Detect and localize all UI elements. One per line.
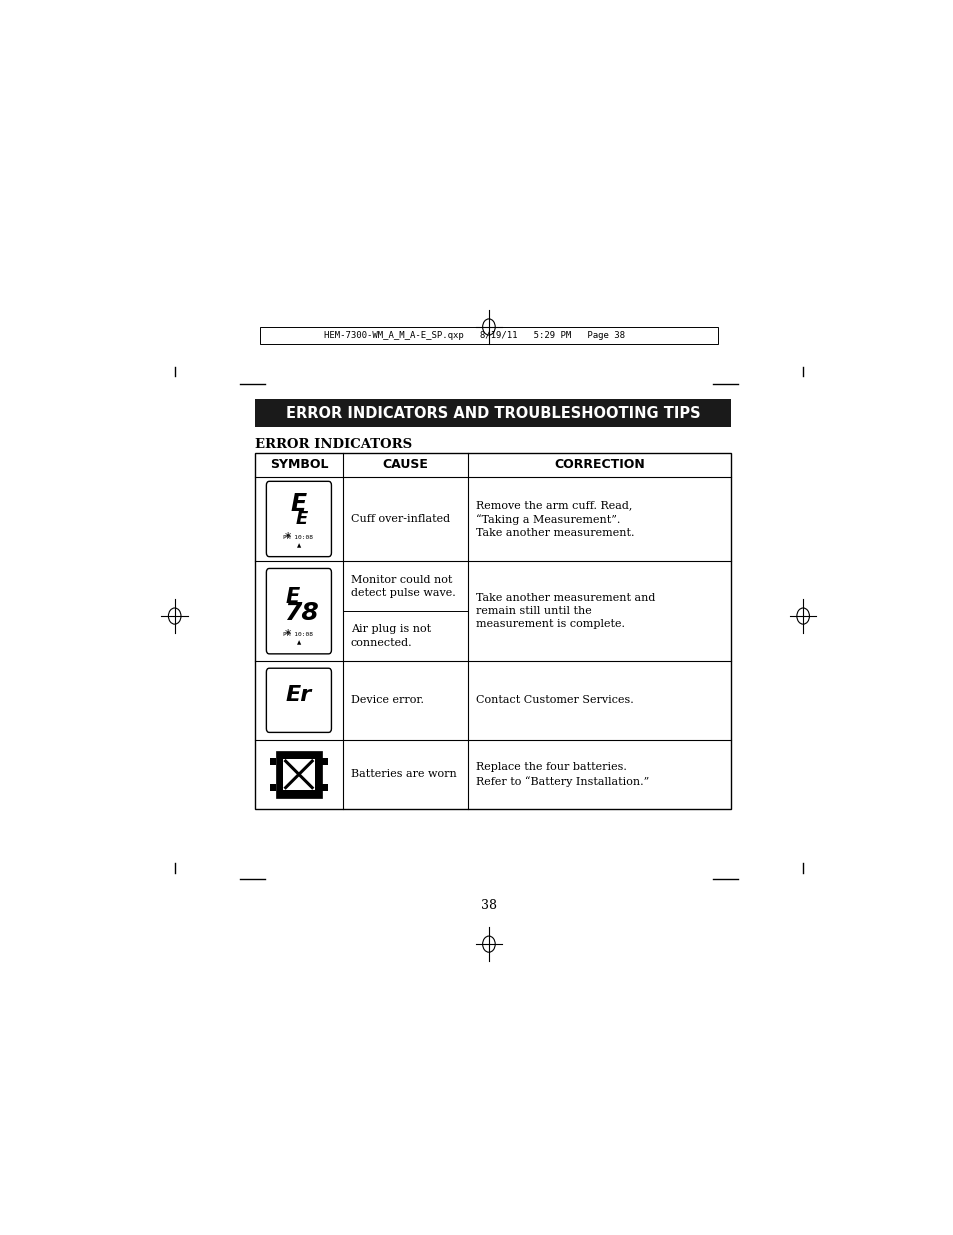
Bar <box>321 758 328 764</box>
Text: Batteries are worn: Batteries are worn <box>351 769 456 779</box>
Text: Cuff over-inflated: Cuff over-inflated <box>351 514 449 524</box>
Text: E: E <box>295 510 308 529</box>
Text: E: E <box>286 587 300 608</box>
Text: PM 10:08: PM 10:08 <box>282 632 313 637</box>
FancyBboxPatch shape <box>266 482 331 557</box>
Text: CAUSE: CAUSE <box>382 458 428 471</box>
Text: Remove the arm cuff. Read,
“Taking a Measurement”.
Take another measurement.: Remove the arm cuff. Read, “Taking a Mea… <box>476 500 634 537</box>
Text: ▲: ▲ <box>296 543 301 548</box>
Text: Replace the four batteries.
Refer to “Battery Installation.”: Replace the four batteries. Refer to “Ba… <box>476 762 648 787</box>
Text: CORRECTION: CORRECTION <box>554 458 644 471</box>
Text: ERROR INDICATORS: ERROR INDICATORS <box>254 438 412 451</box>
Text: PM 10:08: PM 10:08 <box>282 535 313 540</box>
Text: Device error.: Device error. <box>351 695 423 705</box>
Text: ▲: ▲ <box>296 640 301 645</box>
Bar <box>270 758 276 764</box>
Text: Air plug is not
connected.: Air plug is not connected. <box>351 625 431 647</box>
Bar <box>270 784 276 790</box>
Bar <box>276 751 321 798</box>
Text: *: * <box>285 531 291 543</box>
Text: Monitor could not
detect pulse wave.: Monitor could not detect pulse wave. <box>351 574 455 598</box>
Text: Er: Er <box>286 684 312 705</box>
Bar <box>321 784 328 790</box>
FancyBboxPatch shape <box>266 668 331 732</box>
Text: 38: 38 <box>480 899 497 911</box>
Text: Take another measurement and
remain still until the
measurement is complete.: Take another measurement and remain stil… <box>476 593 655 630</box>
Bar <box>254 452 731 809</box>
Text: *: * <box>285 629 291 641</box>
Text: ERROR INDICATORS AND TROUBLESHOOTING TIPS: ERROR INDICATORS AND TROUBLESHOOTING TIP… <box>285 405 700 421</box>
FancyBboxPatch shape <box>266 568 331 653</box>
Bar <box>283 758 314 790</box>
Text: HEM-7300-WM_A_M_A-E_SP.qxp   8/19/11   5:29 PM   Page 38: HEM-7300-WM_A_M_A-E_SP.qxp 8/19/11 5:29 … <box>323 331 624 340</box>
Text: Contact Customer Services.: Contact Customer Services. <box>476 695 633 705</box>
Bar <box>259 327 718 345</box>
Text: E: E <box>291 492 307 516</box>
Text: 78: 78 <box>284 600 319 625</box>
Bar <box>254 399 731 427</box>
Text: SYMBOL: SYMBOL <box>270 458 328 471</box>
